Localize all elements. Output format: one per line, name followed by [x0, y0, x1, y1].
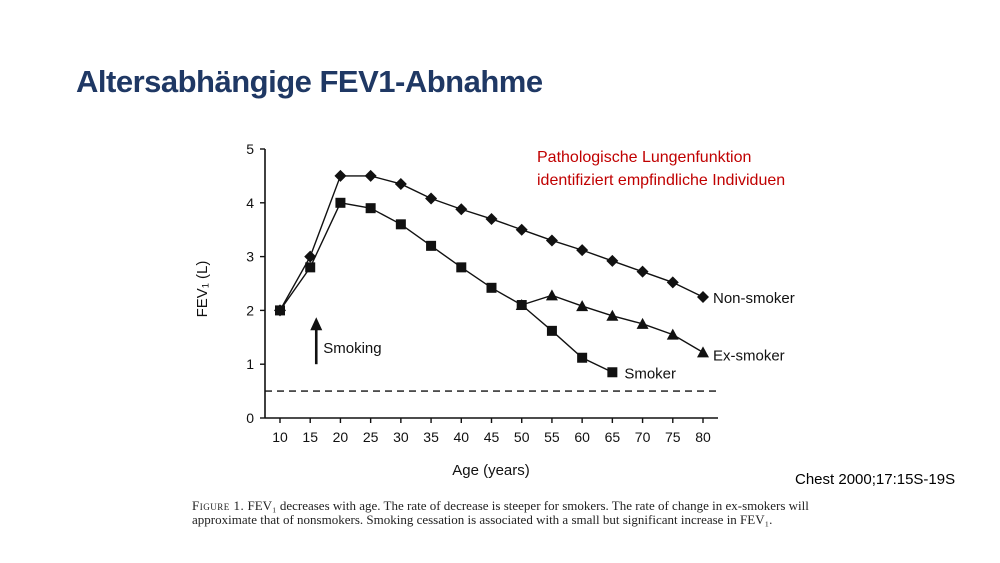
point-non-smoker: [425, 192, 438, 205]
y-tick-label: 4: [246, 195, 254, 211]
point-non-smoker: [606, 254, 619, 267]
point-ex-smoker: [666, 328, 679, 340]
slide-title: Altersabhängige FEV1-Abnahme: [76, 64, 543, 99]
point-smoker: [365, 203, 376, 214]
point-non-smoker: [576, 244, 589, 257]
series-line-smoker: [279, 202, 613, 373]
point-smoker: [486, 282, 497, 293]
x-tick-label: 20: [333, 429, 349, 445]
x-tick-label: 10: [272, 429, 288, 445]
x-tick-label: 35: [423, 429, 439, 445]
point-smoker: [275, 305, 285, 316]
x-tick-label: 80: [695, 429, 711, 445]
point-ex-smoker: [636, 317, 649, 329]
point-ex-smoker: [576, 300, 589, 312]
point-non-smoker: [394, 177, 407, 190]
point-non-smoker: [515, 223, 528, 236]
point-smoker: [395, 219, 406, 230]
figure-caption-text: FEV₁ decreases with age. The rate of dec…: [192, 498, 809, 527]
x-tick-label: 45: [484, 429, 500, 445]
series-label-non-smoker: Non-smoker: [713, 290, 795, 307]
x-tick-label: 50: [514, 429, 530, 445]
x-tick-label: 55: [544, 429, 560, 445]
smoking-arrow-head: [310, 317, 323, 331]
y-tick-label: 0: [246, 410, 254, 426]
x-tick-label: 75: [665, 429, 681, 445]
figure-label: Figure 1.: [192, 498, 245, 513]
annotation-line-1: Pathologische Lungenfunktion: [537, 149, 752, 166]
point-smoker: [335, 197, 346, 208]
point-ex-smoker: [697, 346, 709, 358]
annotation-text: Pathologische Lungenfunktion identifizie…: [537, 146, 785, 192]
y-tick-label: 5: [246, 141, 254, 157]
y-tick-label: 2: [246, 302, 254, 318]
point-smoker: [577, 352, 588, 363]
smoking-annotation-label: Smoking: [323, 340, 381, 357]
y-tick-label: 1: [246, 356, 254, 372]
series-line-ex-smoker: [521, 294, 704, 353]
figure-caption: Figure 1. FEV₁ decreases with age. The r…: [192, 499, 817, 527]
point-non-smoker: [364, 169, 377, 182]
y-axis-label: FEV₁ (L): [194, 261, 211, 318]
point-non-smoker: [455, 203, 468, 216]
x-axis-label: Age (years): [452, 462, 530, 479]
x-tick-label: 25: [363, 429, 379, 445]
point-smoker: [456, 262, 467, 273]
point-smoker: [546, 325, 557, 336]
point-non-smoker: [545, 234, 558, 247]
x-tick-label: 40: [453, 429, 469, 445]
x-tick-label: 15: [302, 429, 318, 445]
point-non-smoker: [485, 212, 498, 225]
series-label-smoker: Smoker: [624, 365, 676, 382]
y-tick-label: 3: [246, 249, 254, 265]
x-tick-label: 70: [635, 429, 651, 445]
point-ex-smoker: [515, 299, 528, 311]
point-non-smoker: [666, 276, 679, 289]
point-non-smoker: [334, 169, 347, 182]
point-smoker: [426, 240, 437, 251]
point-smoker: [607, 367, 618, 378]
point-non-smoker: [636, 265, 649, 278]
x-tick-label: 65: [605, 429, 621, 445]
annotation-line-2: identifiziert empfindliche Individuen: [537, 172, 786, 189]
x-tick-label: 60: [574, 429, 590, 445]
point-non-smoker: [697, 290, 709, 303]
point-smoker: [305, 262, 316, 273]
point-ex-smoker: [545, 289, 558, 301]
point-ex-smoker: [606, 309, 619, 321]
x-tick-label: 30: [393, 429, 409, 445]
series-label-ex-smoker: Ex-smoker: [713, 347, 785, 364]
point-non-smoker: [304, 250, 317, 263]
citation: Chest 2000;17:15S-19S: [795, 471, 956, 488]
